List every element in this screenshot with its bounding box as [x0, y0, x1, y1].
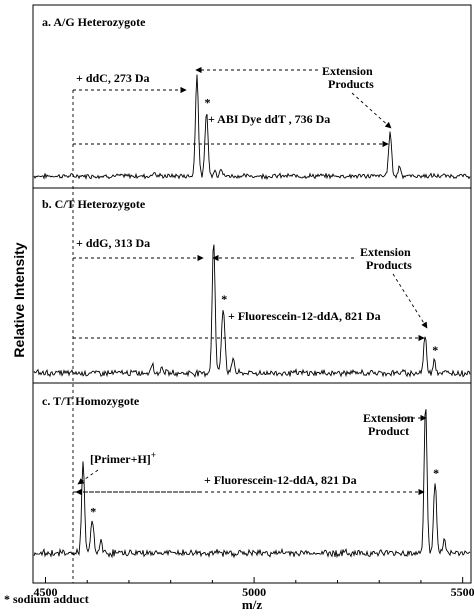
sodium-adduct-asterisk: *: [433, 466, 439, 480]
panel-a-ddc-label: + ddC, 273 Da: [76, 71, 150, 85]
panel-c-frame: [32, 382, 472, 584]
panel-a-spectrum-trace: [33, 74, 471, 181]
sodium-adduct-asterisk: *: [90, 504, 96, 518]
x-tick-label: 4500: [34, 585, 58, 599]
panel-b-ddg-label: + ddG, 313 Da: [76, 236, 150, 250]
footnote-sodium-adduct: * sodium adduct: [4, 592, 89, 606]
panel-a-extension-label-line1: Extension: [322, 64, 373, 78]
y-axis-label: Relative Intensity: [11, 242, 27, 357]
panel-a-frame: [32, 4, 472, 189]
sodium-adduct-marks: * * * * *: [90, 95, 439, 518]
panel-c-spectrum-trace: [33, 409, 471, 559]
panel-c-extension-label-line1: Extension: [363, 411, 414, 425]
x-tick-label: 5500: [451, 585, 474, 599]
panel-c-primer-arrow: [77, 469, 99, 485]
panel-b-spectrum-trace: [33, 244, 471, 378]
panel-c-primer-label: [Primer+H]+: [90, 450, 156, 466]
panel-b-title: b. C/T Heterozygote: [42, 197, 146, 211]
panel-a-extension-label-line2: Products: [328, 77, 374, 91]
sodium-adduct-asterisk: *: [205, 95, 211, 109]
panel-b-fluor-label: + Fluorescein-12-ddA, 821 Da: [228, 309, 381, 323]
sodium-adduct-asterisk: *: [432, 343, 438, 357]
panel-a-abi-label: + ABI Dye ddT , 736 Da: [208, 112, 330, 126]
panel-a-title: a. A/G Heterozygote: [42, 15, 146, 29]
panel-b-extension-label-line1: Extension: [360, 245, 411, 259]
x-tick-label: 5000: [242, 585, 266, 599]
panel-b-frame: [32, 187, 472, 384]
x-axis-label: m/z: [242, 597, 262, 612]
panel-a-extension-arrow-right: [351, 92, 392, 129]
x-axis: 4500 5000 5500: [34, 577, 474, 599]
panel-c-fluor-label: + Fluorescein-12-ddA, 821 Da: [204, 473, 357, 487]
panel-b-extension-label-line2: Products: [366, 258, 412, 272]
panel-b-extension-arrow-right: [392, 273, 428, 329]
panel-c-title: c. T/T Homozygote: [42, 394, 140, 408]
sodium-adduct-asterisk: *: [221, 292, 227, 306]
panel-c-extension-label-line2: Product: [368, 424, 409, 438]
